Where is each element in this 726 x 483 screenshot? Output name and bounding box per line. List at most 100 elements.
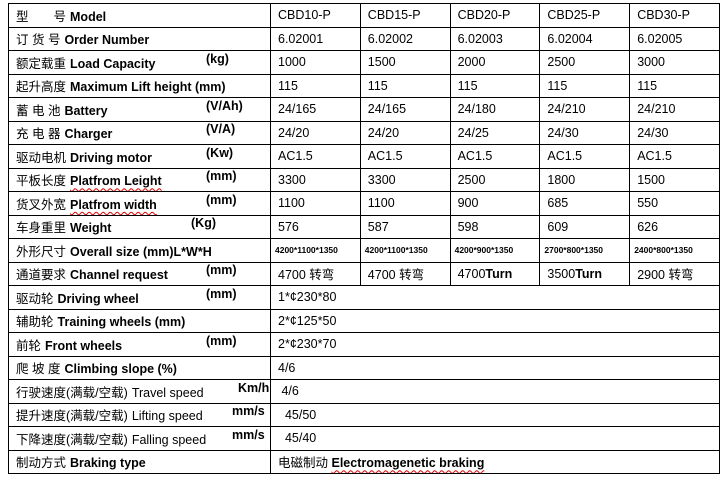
value-text: 6.02004 [547, 31, 593, 46]
table-row: 通道要求 Channel request (mm) 4700 转弯 4700 转弯 470… [8, 261, 720, 286]
table-row: 额定载重 Load Capacity (kg) 1000 1500 2000 2500 300… [8, 50, 720, 75]
spec-value: 4200*1100*1350 [359, 238, 451, 263]
spec-value: 24/210 [629, 97, 720, 122]
value-text: 115 [278, 78, 298, 93]
label-cn: 爬 坡 度 [16, 362, 61, 377]
label-cn: 通道要求 [16, 268, 67, 283]
spec-value: 6.02005 [629, 26, 720, 51]
spec-value: 2400*800*1350 [629, 238, 720, 263]
label-cn: 货叉外宽 [16, 197, 67, 212]
label-en: Travel speed [131, 385, 204, 400]
label-cn: 提升速度(满载/空载) [16, 409, 128, 424]
value-text: 4/6 [278, 360, 296, 375]
label-en: Climbing slope (%) [64, 362, 177, 377]
label-en: Order Number [64, 33, 150, 48]
spec-value: 115 [539, 73, 631, 98]
spec-value: CBD10-P [270, 3, 361, 28]
value-text: 1000 [278, 55, 306, 70]
spec-value: 45/40 [270, 426, 720, 451]
label-en: Lifting speed [131, 409, 203, 424]
label-en: Charger [64, 127, 113, 142]
label-cn: 车身重里 [16, 221, 67, 236]
value-text: 115 [367, 78, 388, 93]
value-text: 24/25 [457, 125, 489, 140]
spec-value: CBD25-P [539, 3, 631, 28]
value-text: 电磁制动 [278, 456, 329, 471]
value-text: 6.02005 [637, 31, 683, 46]
spec-label: 通道要求 Channel request (mm) [8, 261, 271, 286]
value-text: 900 [457, 196, 479, 211]
value-text: 2700*800*1350 [544, 245, 604, 256]
label-unit: (kg) [206, 51, 229, 66]
value-text: 3300 [278, 172, 306, 187]
spec-value: 4700Turn [449, 261, 541, 286]
spec-label: 额定载重 Load Capacity (kg) [8, 50, 271, 75]
value-text: 598 [457, 219, 479, 234]
value-text: AC1.5 [457, 149, 493, 164]
spec-label: 货叉外宽 Platfrom width (mm) [8, 191, 271, 216]
spec-value: 2*¢125*50 [270, 308, 720, 333]
spec-value: 115 [629, 73, 720, 98]
spec-value: 3300 [270, 167, 361, 192]
label-cn: 蓄 电 池 [16, 103, 61, 118]
spec-value: AC1.5 [359, 144, 451, 169]
label-cn: 驱动电机 [16, 150, 67, 165]
label-en: Front wheels [45, 338, 123, 353]
spec-value: 115 [359, 73, 451, 98]
value-text: 3500 [547, 266, 576, 281]
spec-value: 1500 [359, 50, 451, 75]
label-unit: (mm) [206, 169, 237, 184]
value-text: 24/210 [637, 102, 676, 117]
spec-value: 1*¢230*80 [270, 285, 720, 310]
label-unit: (V/Ah) [206, 98, 243, 113]
spec-value: 24/165 [270, 97, 361, 122]
label-unit: (Kg) [191, 216, 216, 231]
label-unit: mm/s [232, 404, 265, 419]
value-text: 685 [547, 196, 569, 211]
table-row: 制动方式 Braking type 电磁制动 Electromagenetic br… [8, 449, 720, 474]
label-unit: (mm) [206, 286, 237, 301]
spec-label: 订 货 号 Order Number [8, 26, 271, 51]
value-text: 115 [637, 78, 658, 93]
spec-value: 24/30 [629, 120, 720, 145]
spec-value: 900 [449, 191, 541, 216]
spec-value: 4700 转弯 [359, 261, 451, 286]
spec-label: 车身重里 Weight (Kg) [8, 214, 271, 239]
value-text: 24/30 [547, 125, 579, 140]
label-cn: 驱动轮 [16, 291, 54, 306]
value-text: 45/50 [278, 407, 317, 422]
spec-value: 587 [359, 214, 451, 239]
spec-value: 626 [629, 214, 720, 239]
value-text: 115 [457, 78, 478, 93]
spec-value: 1800 [539, 167, 631, 192]
table-row: 行驶速度(满载/空载) Travel speed Km/h 4/6 [8, 379, 720, 404]
spec-value: CBD15-P [359, 3, 451, 28]
spec-label: 提升速度(满载/空载) Lifting speed mm/s [8, 402, 271, 427]
value-text: 115 [547, 78, 568, 93]
spec-value: 609 [539, 214, 631, 239]
spec-value: 4/6 [270, 355, 720, 380]
value-text: 3000 [637, 55, 665, 70]
value-text: 1500 [367, 55, 396, 70]
value-text: 4/6 [278, 384, 299, 399]
spec-value: 1100 [270, 191, 361, 216]
label-unit: (Kw) [206, 145, 234, 160]
label-cn: 前轮 [16, 338, 42, 353]
spec-value: 6.02003 [449, 26, 541, 51]
table-row: 驱动轮 Driving wheel (mm) 1*¢230*80 [8, 285, 720, 310]
value-text: 6.02002 [367, 31, 413, 46]
spec-value: 4700 转弯 [270, 261, 361, 286]
value-text: AC1.5 [367, 149, 403, 164]
label-en: Load Capacity [70, 56, 156, 71]
spec-label: 前轮 Front wheels (mm) [8, 332, 271, 357]
value-text: 24/180 [457, 102, 496, 117]
spec-label: 平板长度 Platfrom Leight (mm) [8, 167, 271, 192]
label-en: Platfrom Leight [70, 174, 162, 189]
table-row: 前轮 Front wheels (mm) 2*¢230*70 [8, 332, 720, 357]
value-text: 4700 [457, 266, 486, 281]
spec-value: AC1.5 [539, 144, 631, 169]
spec-value: 6.02002 [359, 26, 451, 51]
label-unit: (mm) [206, 192, 237, 207]
value-text: 2900 转弯 [637, 268, 694, 283]
label-cn: 外形尺寸 [16, 244, 67, 259]
